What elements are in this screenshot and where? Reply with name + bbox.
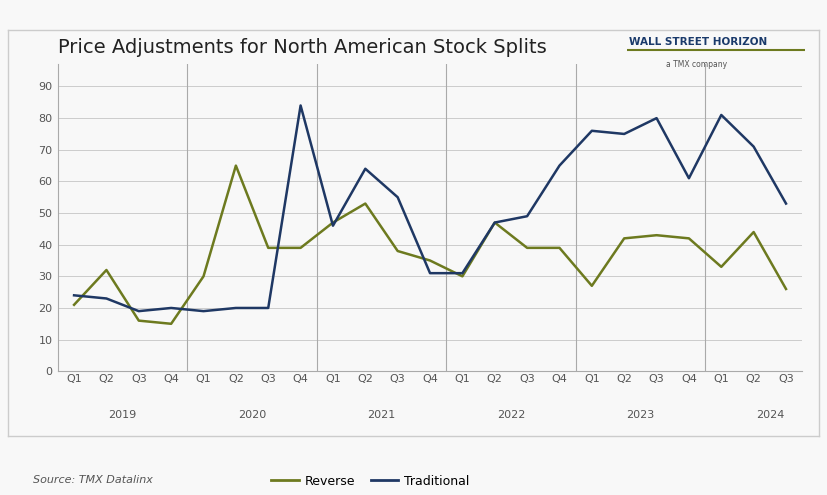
- Text: 2020: 2020: [238, 410, 266, 420]
- Text: WALL STREET HORIZON: WALL STREET HORIZON: [629, 37, 767, 47]
- Legend: Reverse, Traditional: Reverse, Traditional: [266, 470, 475, 493]
- Text: 2023: 2023: [626, 410, 654, 420]
- Text: 2021: 2021: [367, 410, 395, 420]
- Text: Source: TMX Datalinx: Source: TMX Datalinx: [33, 475, 153, 485]
- Text: Price Adjustments for North American Stock Splits: Price Adjustments for North American Sto…: [58, 38, 547, 57]
- Text: 2024: 2024: [756, 410, 784, 420]
- Text: 2019: 2019: [108, 410, 136, 420]
- Text: a TMX company: a TMX company: [666, 60, 727, 69]
- Text: 2022: 2022: [497, 410, 525, 420]
